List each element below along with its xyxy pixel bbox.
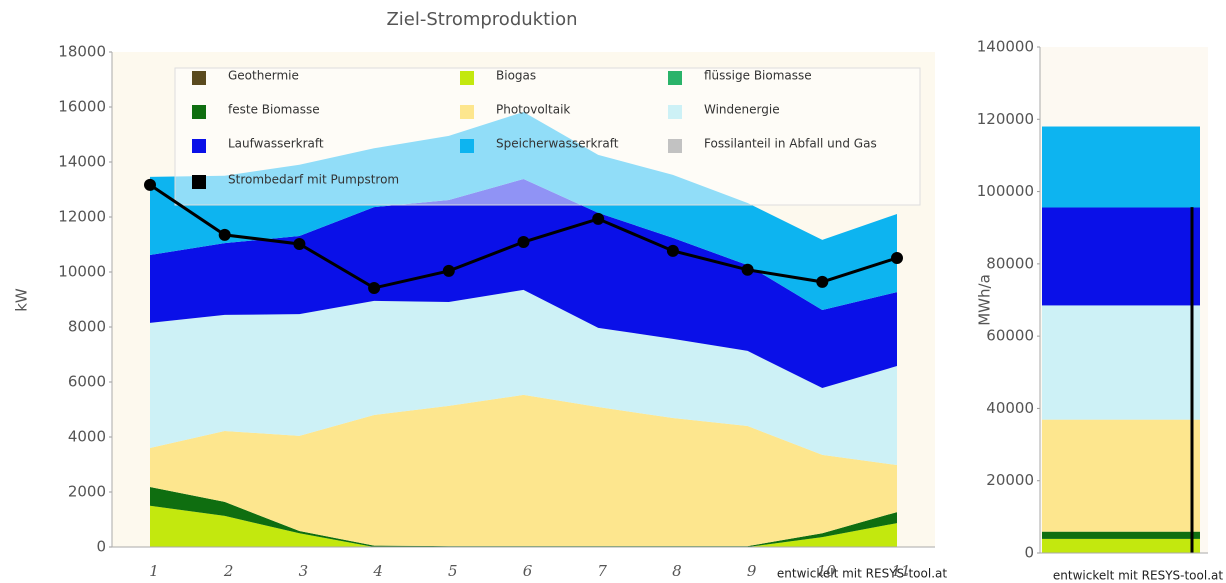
note: entwickelt mit RESYS-tool.at [1053, 569, 1223, 583]
marker [218, 228, 231, 241]
legend-swatch [460, 105, 474, 119]
x-tick-label: 4 [372, 562, 383, 580]
legend-label: Photovoltaik [496, 103, 570, 117]
legend-swatch [192, 71, 206, 85]
legend-label: Biogas [496, 69, 536, 83]
y-tick-label: 16000 [58, 98, 106, 116]
y-tick-label: 4000 [68, 428, 106, 446]
y-tick-label: 2000 [68, 483, 106, 501]
y-tick-label: 60000 [986, 327, 1034, 345]
y-tick-label: 0 [96, 538, 106, 556]
y-tick-label: 10000 [58, 263, 106, 281]
legend-label: Geothermie [228, 69, 299, 83]
y-tick-label: 0 [1024, 544, 1034, 562]
x-tick-label: 1 [149, 562, 159, 580]
y-tick-label: 140000 [977, 38, 1034, 56]
marker [666, 244, 679, 257]
y-tick-label: 100000 [977, 182, 1034, 200]
y-tick-label: 80000 [986, 254, 1034, 272]
legend-swatch [192, 139, 206, 153]
marker [592, 212, 605, 225]
note: entwickelt mit RESYS-tool.at [777, 567, 947, 581]
legend-swatch [668, 139, 682, 153]
marker [891, 251, 903, 264]
chart-title: Ziel-Stromproduktion [386, 9, 577, 30]
legend-swatch [668, 105, 682, 119]
y-tick-label: 8000 [68, 318, 106, 336]
legend-box [174, 67, 921, 206]
x-tick-label: 8 [672, 562, 682, 580]
legend-label: Windenergie [704, 103, 780, 117]
legend-swatch [668, 71, 682, 85]
bar [1042, 531, 1200, 539]
marker [144, 178, 156, 191]
y-axis-label: kW [13, 288, 31, 312]
legend-label: Fossilanteil in Abfall und Gas [704, 137, 877, 151]
legend-swatch [460, 139, 474, 153]
x-tick-label: 10 [817, 562, 837, 580]
y-tick-label: 18000 [58, 43, 106, 61]
bar [1042, 207, 1200, 306]
y-tick-label: 14000 [58, 153, 106, 171]
legend-label: feste Biomasse [228, 103, 320, 117]
y-tick-label: 6000 [68, 373, 106, 391]
y-tick-label: 12000 [58, 208, 106, 226]
y-axis-label: MWh/a [976, 274, 994, 326]
marker [741, 263, 754, 276]
legend-label: Speicherwasserkraft [496, 137, 619, 151]
area [150, 289, 897, 466]
x-tick-label: 7 [597, 562, 607, 580]
legend-swatch [460, 71, 474, 85]
bar [1042, 419, 1200, 532]
x-tick-label: 2 [223, 562, 234, 580]
x-tick-label: 3 [299, 562, 309, 580]
y-tick-label: 40000 [986, 399, 1034, 417]
area [150, 505, 897, 547]
marker [816, 275, 829, 288]
bar [1042, 305, 1200, 420]
marker [442, 264, 455, 277]
x-tick-label: 9 [747, 562, 757, 580]
legend-label: Laufwasserkraft [228, 137, 324, 151]
x-tick-label: 11 [891, 562, 910, 580]
area [150, 179, 897, 389]
x-tick-label: 5 [448, 562, 458, 580]
legend-label: Strombedarf mit Pumpstrom [228, 173, 399, 187]
marker [293, 237, 306, 250]
area [150, 394, 897, 547]
legend-label: flüssige Biomasse [704, 69, 812, 83]
y-tick-label: 120000 [977, 110, 1034, 128]
x-tick-label: 6 [523, 562, 533, 580]
y-tick-label: 20000 [986, 471, 1034, 489]
marker [517, 236, 530, 249]
bar [1042, 538, 1200, 553]
legend-swatch [192, 175, 206, 189]
bar [1042, 126, 1200, 208]
marker [368, 281, 381, 294]
legend-swatch [192, 105, 206, 119]
